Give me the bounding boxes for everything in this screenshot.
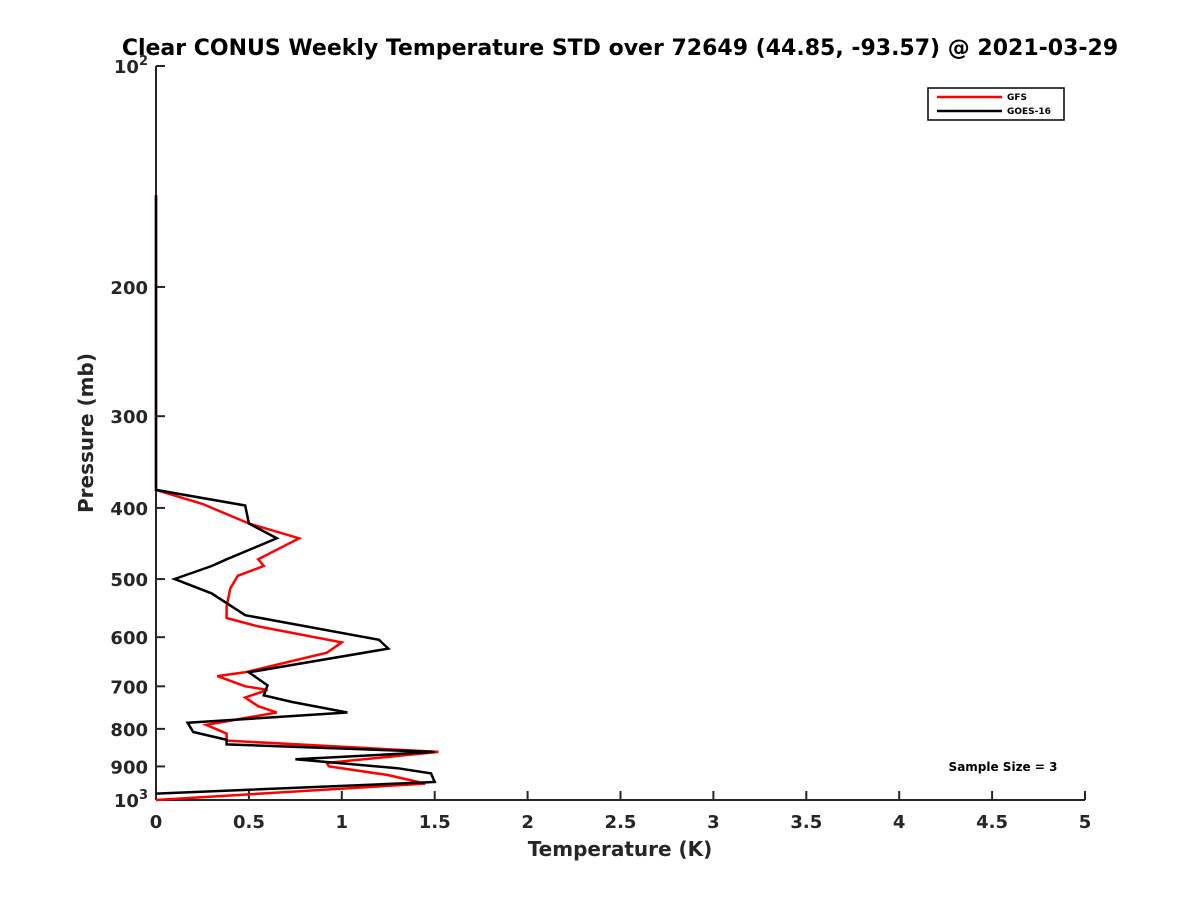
y-tick-label: 200: [110, 278, 148, 299]
legend-label-goes: GOES-16: [1007, 107, 1051, 117]
y-tick-label: 400: [110, 499, 148, 520]
x-axis-label: Temperature (K): [528, 837, 713, 861]
y-tick-label: 700: [110, 677, 148, 698]
y-axis-label: Pressure (mb): [74, 353, 98, 513]
x-tick-label: 1: [336, 812, 349, 833]
x-tick-label: 3.5: [790, 812, 822, 833]
x-ticks: 0 0.5 1 1.5 2 2.5 3 3.5 4 4.5 5: [150, 791, 1092, 833]
x-tick-label: 4.5: [976, 812, 1008, 833]
legend: GFS GOES-16: [927, 87, 1065, 121]
x-tick-label: 1.5: [419, 812, 451, 833]
legend-box: [927, 87, 1065, 121]
x-tick-label: 4: [893, 812, 906, 833]
x-tick-label: 0.5: [233, 812, 265, 833]
sample-size-annotation: Sample Size = 3: [949, 760, 1058, 774]
y-tick-label: 800: [110, 720, 148, 741]
y-tick-label: 102: [114, 54, 148, 78]
axes: [155, 66, 1085, 801]
y-ticks: 102 200 300 400 500 600 700 800 900 103: [110, 54, 165, 812]
y-tick-label: 103: [114, 788, 148, 812]
series-line-goes-16: [154, 195, 437, 795]
x-tick-label: 3: [707, 812, 720, 833]
x-tick-label: 2.5: [605, 812, 637, 833]
x-tick-label: 2: [521, 812, 534, 833]
y-tick-label: 900: [110, 757, 148, 778]
chart-title: Clear CONUS Weekly Temperature STD over …: [122, 36, 1118, 61]
x-tick-label: 0: [150, 812, 163, 833]
y-tick-label: 600: [110, 628, 148, 649]
y-tick-label: 500: [110, 570, 148, 591]
y-tick-label: 300: [110, 407, 148, 428]
legend-label-gfs: GFS: [1007, 93, 1027, 103]
x-tick-label: 5: [1079, 812, 1092, 833]
series-layer: [154, 195, 439, 802]
